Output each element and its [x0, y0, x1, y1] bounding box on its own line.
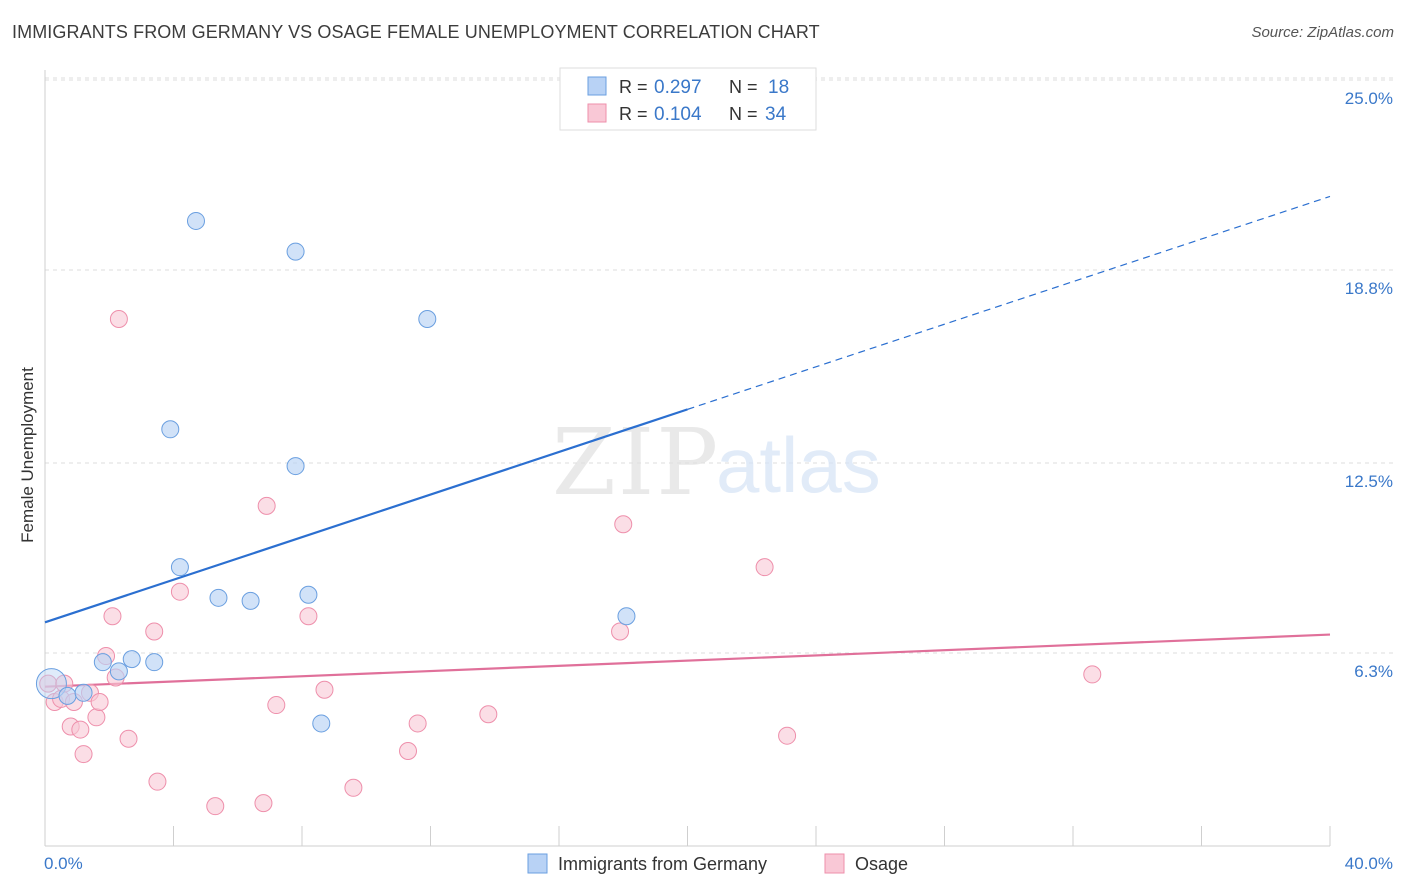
source-label: Source: ZipAtlas.com: [1251, 24, 1394, 41]
osage-point: [399, 742, 418, 761]
osage-point: [1083, 665, 1102, 684]
germany-point: [161, 420, 180, 439]
germany-point: [58, 686, 77, 705]
legend-swatch-germany: [587, 76, 607, 96]
osage-point: [614, 515, 633, 534]
y-tick-label: 6.3%: [1354, 662, 1393, 681]
osage-point: [344, 778, 363, 797]
osage-point: [479, 705, 498, 724]
legend-r-value-osage: 0.104: [654, 104, 702, 125]
legend-n-label-osage: N =: [729, 104, 758, 124]
germany-point: [35, 668, 67, 700]
legend-n-value-germany: 18: [768, 77, 789, 98]
osage-point: [90, 692, 109, 711]
osage-point: [170, 582, 189, 601]
osage-point: [257, 496, 276, 515]
watermark-atlas: atlas: [716, 421, 881, 509]
germany-point: [241, 591, 260, 610]
legend-swatch-osage: [587, 103, 607, 123]
osage-point: [145, 622, 164, 641]
germany-point: [186, 211, 205, 230]
germany-point: [286, 242, 305, 261]
y-tick-label: 25.0%: [1345, 89, 1393, 108]
germany-trend-extension: [687, 195, 1331, 410]
germany-point: [122, 650, 141, 669]
y-tick-label: 18.8%: [1345, 279, 1393, 298]
germany-point: [93, 653, 112, 672]
bottom-legend-swatch-germany: [527, 853, 548, 874]
germany-point: [312, 714, 331, 733]
legend-n-value-osage: 34: [765, 104, 787, 125]
y-tick-labels: 6.3% 12.5% 18.8% 25.0%: [1345, 89, 1393, 681]
osage-point: [74, 745, 93, 764]
osage-point: [148, 772, 167, 791]
osage-point: [109, 309, 128, 328]
osage-point: [87, 708, 106, 727]
osage-point: [611, 622, 630, 641]
y-tick-label: 12.5%: [1345, 472, 1393, 491]
osage-point: [755, 558, 774, 577]
watermark: ZIP atlas: [552, 409, 881, 516]
osage-point: [254, 794, 273, 813]
osage-point: [299, 607, 318, 626]
bottom-legend-label-germany: Immigrants from Germany: [558, 854, 767, 874]
bottom-legend-label-osage: Osage: [855, 854, 908, 874]
germany-point: [145, 653, 164, 672]
germany-point: [74, 683, 93, 702]
osage-point: [778, 726, 797, 745]
chart-title: IMMIGRANTS FROM GERMANY VS OSAGE FEMALE …: [12, 22, 820, 42]
legend-r-label-germany: R =: [619, 77, 648, 97]
germany-point: [170, 558, 189, 577]
trend-lines: [44, 195, 1331, 688]
osage-point: [71, 720, 90, 739]
x-axis-ticks: [44, 826, 1331, 846]
legend-n-label-germany: N =: [729, 77, 758, 97]
osage-point: [103, 607, 122, 626]
osage-point: [119, 729, 138, 748]
osage-points: [39, 309, 1102, 816]
bottom-legend-swatch-osage: [824, 853, 845, 874]
series-legend: Immigrants from Germany Osage: [527, 853, 908, 874]
legend-r-value-germany: 0.297: [654, 77, 702, 98]
x-tick-label-min: 0.0%: [44, 854, 83, 873]
osage-point: [267, 696, 286, 715]
legend-r-label-osage: R =: [619, 104, 648, 124]
germany-points: [35, 211, 636, 733]
germany-point: [109, 662, 128, 681]
gridlines: [45, 77, 1393, 654]
correlation-legend: R = 0.297 N = 18 R = 0.104 N = 34: [559, 67, 817, 131]
osage-trend-line: [44, 633, 1331, 688]
osage-point: [315, 680, 334, 699]
germany-point: [617, 607, 636, 626]
germany-trend-line: [44, 408, 688, 624]
germany-point: [286, 457, 305, 476]
germany-point: [418, 309, 437, 328]
germany-point: [209, 588, 228, 607]
osage-point: [408, 714, 427, 733]
osage-point: [206, 797, 225, 816]
watermark-zip: ZIP: [552, 409, 720, 516]
germany-point: [299, 585, 318, 604]
x-tick-label-max: 40.0%: [1345, 854, 1393, 873]
